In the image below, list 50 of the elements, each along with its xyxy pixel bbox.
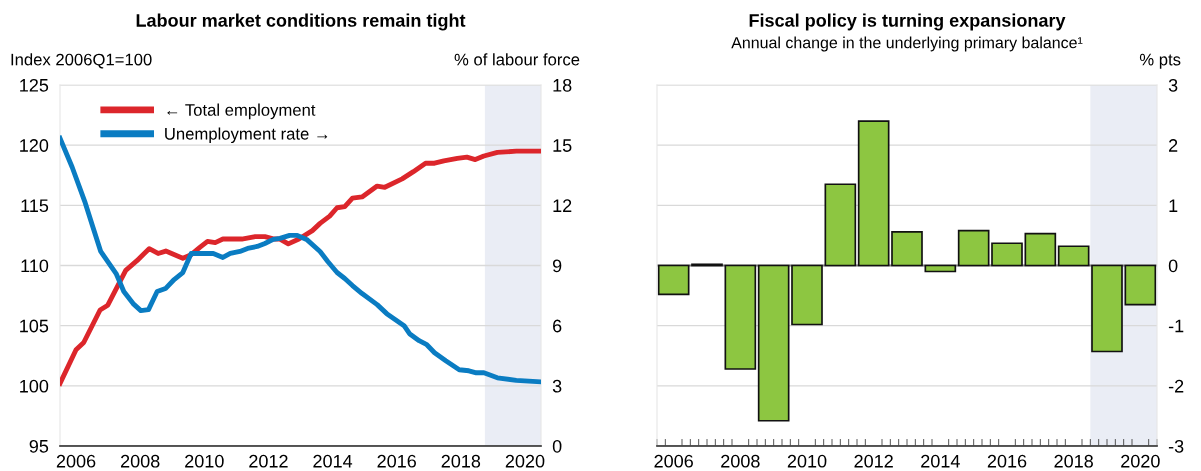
x-tick-label: 2016	[377, 454, 416, 468]
chart-title: Fiscal policy is turning expansionary	[749, 13, 1066, 31]
x-tick-label: 2014	[313, 454, 353, 468]
bar	[724, 264, 757, 370]
y2-tick-label: 18	[553, 78, 572, 92]
chart-subtitle: Annual change in the underlying primary balance¹	[731, 36, 1083, 52]
x-tick-label: 2016	[987, 454, 1027, 468]
y-axis-title: Index 2006Q1=100	[11, 53, 152, 69]
x-tick-label: 2010	[787, 454, 827, 468]
x-tick-label: 2008	[120, 454, 160, 468]
x-tick-label: 2018	[1054, 454, 1093, 468]
y-tick-label: 120	[20, 139, 49, 152]
x-tick-label: 2012	[854, 454, 893, 468]
y2-tick-label: 15	[553, 139, 572, 152]
y-tick-label: 3	[1168, 78, 1178, 92]
x-tick-label: 2006	[56, 454, 96, 468]
bar	[1024, 232, 1057, 267]
y-tick-label: 2	[1169, 139, 1178, 152]
x-tick-label: 2012	[249, 454, 288, 468]
y2-tick-label: 9	[552, 259, 562, 273]
x-tick-label: 2010	[185, 454, 224, 468]
y-tick-label: 1	[1169, 199, 1178, 212]
y-tick-label: 0	[1168, 259, 1178, 273]
y-tick-label: 100	[20, 379, 49, 393]
x-tick-label: 2020	[1121, 454, 1160, 468]
bar	[924, 264, 957, 273]
legend-label: ← Total employment	[167, 103, 316, 120]
y-tick-label: 115	[21, 199, 49, 213]
y-tick-label: -3	[1168, 439, 1184, 453]
x-tick-label: 2014	[921, 454, 960, 468]
bar	[1124, 264, 1157, 306]
y2-tick-label: 12	[553, 199, 572, 212]
legend-label: Unemployment rate →	[165, 127, 328, 144]
y-axis-title: % pts	[1139, 53, 1181, 69]
y-tick-label: 125	[20, 78, 49, 92]
y2-tick-label: 0	[552, 439, 562, 453]
chart-title: Labour market conditions remain tight	[136, 13, 466, 31]
bar	[824, 183, 857, 267]
y-tick-label: 95	[29, 439, 49, 453]
y-tick-label: 110	[21, 259, 49, 273]
x-tick-label: 2006	[654, 454, 693, 468]
x-tick-label: 2008	[721, 454, 760, 468]
y-tick-label: -2	[1168, 379, 1184, 393]
x-tick-label: 2020	[505, 454, 545, 468]
y-tick-label: -1	[1168, 319, 1184, 333]
y2-axis-title: % of labour force	[454, 53, 580, 66]
y2-tick-label: 6	[553, 319, 562, 333]
y-tick-label: 105	[20, 319, 49, 333]
x-tick-label: 2018	[441, 454, 481, 468]
y2-tick-label: 3	[552, 379, 562, 393]
